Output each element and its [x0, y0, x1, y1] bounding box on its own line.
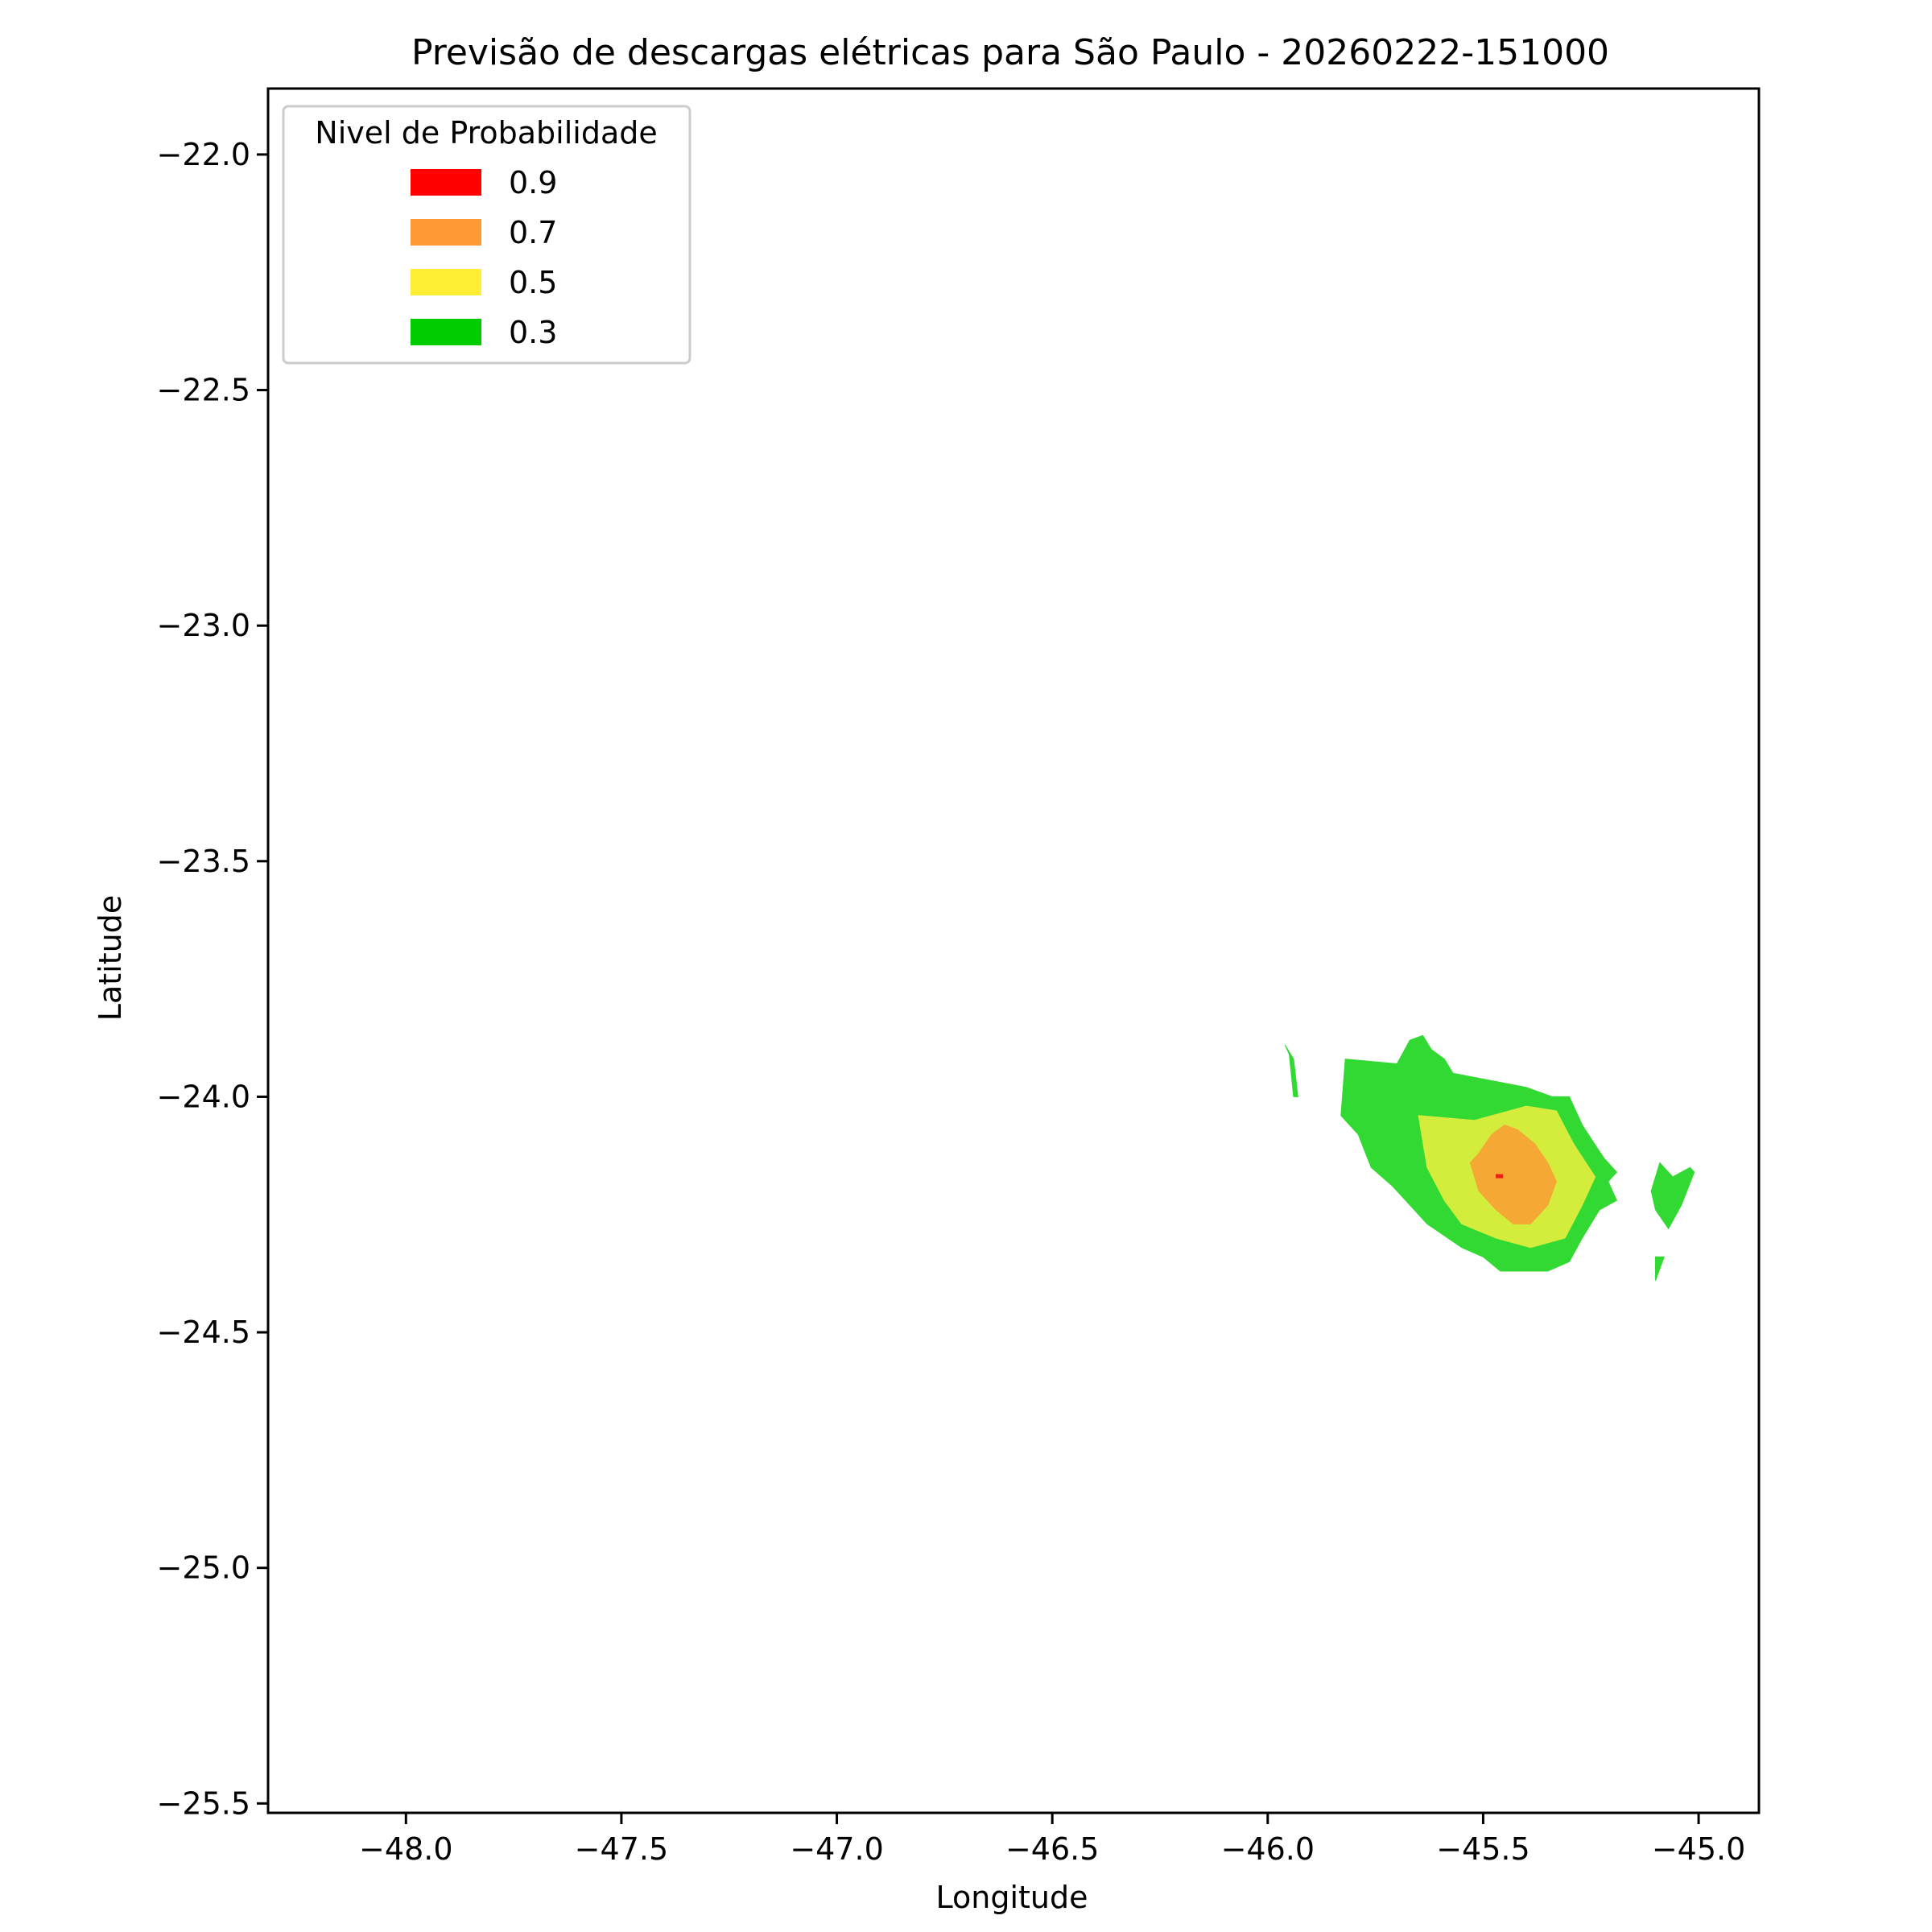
legend-swatch: [411, 319, 481, 345]
x-tick-label: −46.5: [1005, 1831, 1099, 1867]
y-tick-label: −24.0: [157, 1079, 250, 1114]
x-tick-label: −45.0: [1652, 1831, 1745, 1867]
legend-swatch: [411, 169, 481, 196]
y-tick-label: −22.0: [157, 137, 250, 172]
plot-regions: [1284, 1034, 1695, 1281]
y-axis: −22.0 −22.5 −23.0 −23.5 −24.0 −24.5 −25.0 −25.5: [157, 137, 268, 1821]
legend-entries: 0.9 0.7 0.5 0.3: [411, 165, 557, 350]
y-tick-label: −25.5: [157, 1785, 250, 1821]
x-axis-label: Longitude: [936, 1880, 1088, 1915]
contour-region-03-3: [1284, 1044, 1298, 1097]
y-axis-label: Latitude: [93, 895, 128, 1021]
x-tick-label: −48.0: [359, 1831, 452, 1867]
legend-box: [282, 105, 691, 365]
legend-swatch: [411, 269, 481, 295]
legend-label: 0.9: [509, 165, 557, 200]
plot-frame: [266, 87, 1761, 1814]
contour-region-09-6: [1496, 1174, 1503, 1179]
legend-title: Nivel de Probabilidade: [315, 115, 657, 151]
contour-region-03-2: [1655, 1256, 1665, 1281]
x-tick-label: −46.0: [1221, 1831, 1315, 1867]
x-tick-label: −45.5: [1436, 1831, 1530, 1867]
y-tick-label: −23.0: [157, 608, 250, 643]
legend-label: 0.5: [509, 265, 557, 300]
legend-swatch: [411, 219, 481, 246]
y-tick-label: −25.0: [157, 1550, 250, 1586]
contour-region-03-1: [1650, 1162, 1695, 1230]
legend-label: 0.3: [509, 315, 557, 350]
y-tick-label: −24.5: [157, 1315, 250, 1350]
y-tick-label: −22.5: [157, 373, 250, 408]
contour-region-07-5: [1469, 1124, 1557, 1224]
legend-label: 0.7: [509, 215, 557, 250]
x-axis: −48.0 −47.5 −47.0 −46.5 −46.0 −45.5 −45.0: [359, 1813, 1745, 1867]
chart-title: Previsão de descargas elétricas para São…: [411, 32, 1609, 73]
x-tick-label: −47.0: [790, 1831, 883, 1867]
legend: Nivel de Probabilidade 0.9 0.7 0.5 0.3: [282, 105, 691, 365]
x-tick-label: −47.5: [575, 1831, 668, 1867]
y-tick-label: −23.5: [157, 844, 250, 879]
